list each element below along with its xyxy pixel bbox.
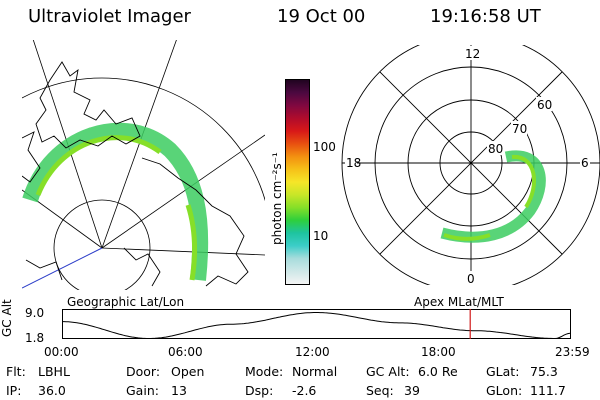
coastline-russia <box>141 157 249 287</box>
mode-value: Normal <box>292 364 338 379</box>
gc-alt-value: 6.0 Re <box>418 364 458 379</box>
timeline-xtick-1200: 12:00 <box>295 345 330 359</box>
dsp-value: -2.6 <box>292 383 317 398</box>
colorbar-unit-label: photon cm⁻²s⁻¹ <box>270 152 284 245</box>
timeline-ytick-low: 1.8 <box>25 331 45 345</box>
mlt-label-0: 0 <box>467 272 475 285</box>
magnetic-panel-label: Apex MLat/MLT <box>414 295 504 309</box>
glon-value: 111.7 <box>530 383 566 398</box>
door-value: Open <box>171 364 205 379</box>
timeline-xtick-0600: 06:00 <box>168 345 203 359</box>
coastline-greenland <box>35 61 141 149</box>
seq-value: 39 <box>404 383 420 398</box>
inner-lat-circle <box>53 199 151 290</box>
timeline-xtick-2359: 23:59 <box>555 345 590 359</box>
glat-label: GLat: <box>486 364 520 379</box>
time-label: 19:16:58 UT <box>430 6 541 27</box>
lat-label-60: 60 <box>537 98 552 112</box>
mlt-label-12: 12 <box>465 47 480 61</box>
timeline-xtick-0000: 00:00 <box>44 345 79 359</box>
gain-label: Gain: <box>126 383 159 398</box>
flt-value: LBHL <box>38 364 70 379</box>
lat-label-80: 80 <box>488 142 503 156</box>
lat-label-70: 70 <box>512 122 527 136</box>
glat-value: 75.3 <box>530 364 558 379</box>
orbit-altitude-timeline <box>62 309 571 339</box>
timeline-ytick-high: 9.0 <box>25 306 45 320</box>
noon-meridian-line <box>22 247 103 289</box>
ip-label: IP: <box>6 383 22 398</box>
mlt-label-18: 18 <box>346 156 361 170</box>
altitude-curve <box>62 312 571 339</box>
timeline-xtick-1800: 18:00 <box>421 345 456 359</box>
seq-label: Seq: <box>366 383 394 398</box>
mlt-label-6: 6 <box>581 156 589 170</box>
geographic-panel-label: Geographic Lat/Lon <box>67 295 185 309</box>
flt-label: Flt: <box>6 364 26 379</box>
colorbar <box>285 79 310 285</box>
outer-lat-circle <box>22 77 265 202</box>
auroral-oval <box>440 150 546 243</box>
gain-value: 13 <box>171 383 187 398</box>
magnetic-polar-plot: 18 6 12 0 60 70 80 <box>341 45 600 285</box>
auroral-oval <box>22 122 209 281</box>
date-label: 19 Oct 00 <box>277 6 366 27</box>
app-title: Ultraviolet Imager <box>28 6 191 27</box>
door-label: Door: <box>126 364 161 379</box>
colorbar-tick-10: 10 <box>313 229 329 243</box>
timeline-axis-title: GC Alt <box>0 299 14 337</box>
glon-label: GLon: <box>486 383 523 398</box>
ip-value: 36.0 <box>38 383 66 398</box>
mode-label: Mode: <box>245 364 284 379</box>
colorbar-tick-100: 100 <box>313 140 336 154</box>
geographic-map <box>22 40 265 290</box>
dsp-label: Dsp: <box>245 383 274 398</box>
gc-alt-label: GC Alt: <box>366 364 410 379</box>
